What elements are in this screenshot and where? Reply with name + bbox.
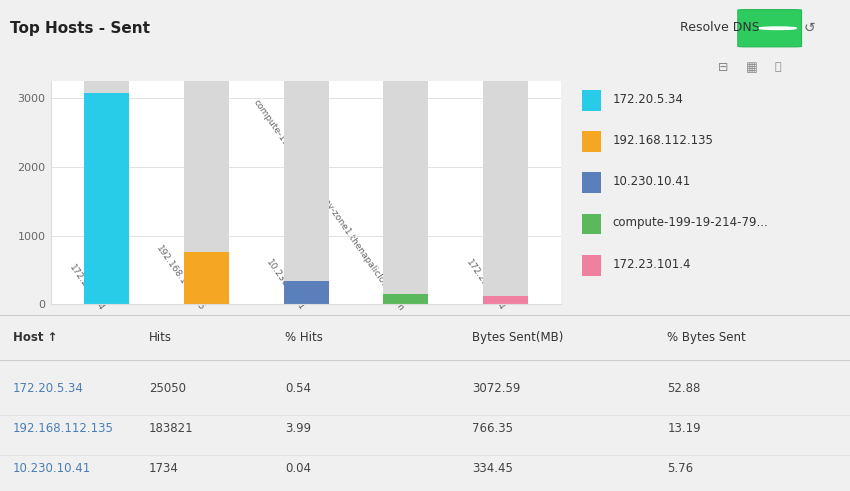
Bar <box>83 93 128 304</box>
Text: 3072.59: 3072.59 <box>472 382 520 395</box>
Text: % Hits: % Hits <box>285 331 323 344</box>
Text: Resolve DNS: Resolve DNS <box>680 21 760 33</box>
Text: 183821: 183821 <box>149 422 193 435</box>
Text: 172.23.101.4: 172.23.101.4 <box>613 258 691 271</box>
FancyBboxPatch shape <box>582 255 601 275</box>
Bar <box>484 296 529 304</box>
Bar <box>284 281 328 304</box>
Bar <box>383 81 428 304</box>
Text: Host ↑: Host ↑ <box>13 331 57 344</box>
Bar <box>484 81 529 304</box>
Text: Bytes Sent(MB): Bytes Sent(MB) <box>472 331 563 344</box>
FancyBboxPatch shape <box>738 10 802 47</box>
Text: 〰: 〰 <box>774 62 781 73</box>
Circle shape <box>759 27 796 29</box>
Text: 192.168.112.135: 192.168.112.135 <box>613 134 714 147</box>
FancyBboxPatch shape <box>582 131 601 152</box>
Text: compute-199-19-214-79...: compute-199-19-214-79... <box>613 217 768 229</box>
Text: 13.19: 13.19 <box>667 422 701 435</box>
Text: 172.20.5.34: 172.20.5.34 <box>613 93 683 106</box>
Text: Hits: Hits <box>149 331 172 344</box>
Text: 172.20.5.34: 172.20.5.34 <box>13 382 83 395</box>
Text: 3.99: 3.99 <box>285 422 311 435</box>
Text: 192.168.112.135: 192.168.112.135 <box>13 422 114 435</box>
Bar <box>184 81 229 304</box>
Text: % Bytes Sent: % Bytes Sent <box>667 331 746 344</box>
FancyBboxPatch shape <box>582 172 601 193</box>
Text: 5.76: 5.76 <box>667 462 694 475</box>
Bar <box>383 294 428 304</box>
Text: 334.45: 334.45 <box>472 462 513 475</box>
Text: 10.230.10.41: 10.230.10.41 <box>613 175 691 188</box>
Text: 1734: 1734 <box>149 462 178 475</box>
Text: ⊟: ⊟ <box>718 61 728 74</box>
FancyBboxPatch shape <box>582 90 601 110</box>
Text: ▦: ▦ <box>746 61 758 74</box>
Text: ↺: ↺ <box>803 21 815 35</box>
Text: Top Hosts - Sent: Top Hosts - Sent <box>10 21 150 36</box>
Text: 10.230.10.41: 10.230.10.41 <box>13 462 91 475</box>
Text: 25050: 25050 <box>149 382 186 395</box>
Bar <box>284 81 328 304</box>
FancyBboxPatch shape <box>582 214 601 234</box>
Text: 0.54: 0.54 <box>285 382 311 395</box>
Text: 0.04: 0.04 <box>285 462 311 475</box>
Text: 52.88: 52.88 <box>667 382 700 395</box>
Bar <box>83 81 128 304</box>
Bar <box>184 252 229 304</box>
Text: 766.35: 766.35 <box>472 422 513 435</box>
